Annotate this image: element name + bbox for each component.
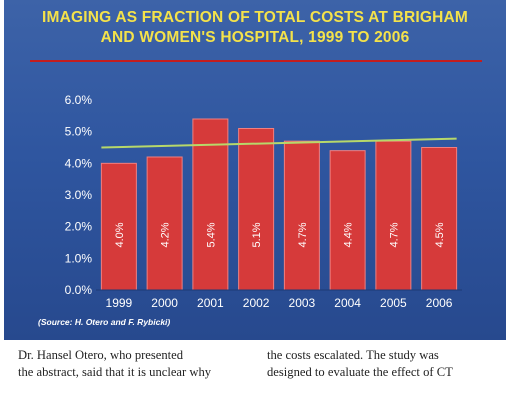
bar-value-label: 4.5% [434, 222, 446, 247]
chart-title-line-2: AND WOMEN'S HOSPITAL, 1999 TO 2006 [100, 29, 410, 46]
article-column-right: the costs escalated. The study was desig… [267, 347, 499, 381]
article-text: Dr. Hansel Otero, who presented the abst… [0, 347, 510, 400]
chart-slide: IMAGING AS FRACTION OF TOTAL COSTS AT BR… [4, 0, 506, 340]
x-tick-label: 2005 [380, 296, 407, 310]
x-tick-label: 1999 [106, 296, 133, 310]
bar [375, 140, 412, 291]
x-tick-label: 2001 [197, 296, 224, 310]
y-tick-label: 0.0% [65, 283, 93, 297]
bar-value-label: 4.0% [114, 222, 126, 247]
trend-line [101, 137, 457, 149]
bar [100, 162, 137, 291]
bar [329, 150, 366, 291]
y-tick-label: 1.0% [65, 251, 93, 265]
bar-value-label: 5.1% [251, 222, 263, 247]
bar-value-label: 4.7% [297, 222, 309, 247]
bar-value-label: 5.4% [205, 222, 217, 247]
y-tick-label: 6.0% [65, 93, 93, 107]
article-line: designed to evaluate the effect of CT [267, 365, 453, 379]
bar [421, 147, 458, 291]
bar-chart: 0.0% 1.0% 2.0% 3.0% 4.0% 5.0% 6.0% 4.0% 1999 4.2%… [65, 93, 462, 310]
y-tick-label: 3.0% [65, 188, 93, 202]
chart-title-line-1: IMAGING AS FRACTION OF TOTAL COSTS AT BR… [41, 9, 469, 26]
bar [283, 140, 320, 291]
chart-title: IMAGING AS FRACTION OF TOTAL COSTS AT BR… [4, 8, 506, 48]
x-tick-label: 2003 [289, 296, 316, 310]
article-line: the costs escalated. The study was [267, 348, 439, 362]
y-tick-label: 5.0% [65, 125, 93, 139]
bar-value-label: 4.2% [160, 222, 172, 247]
article-column-left: Dr. Hansel Otero, who presented the abst… [18, 347, 250, 381]
bar [146, 156, 183, 291]
x-tick-label: 2000 [151, 296, 178, 310]
x-tick-label: 2004 [334, 296, 361, 310]
y-tick-label: 4.0% [65, 156, 93, 170]
article-line: Dr. Hansel Otero, who presented [18, 348, 184, 362]
bar-value-label: 4.7% [388, 222, 400, 247]
article-line: the abstract, said that it is unclear wh… [18, 365, 212, 379]
y-tick-label: 2.0% [65, 220, 93, 234]
title-divider [30, 60, 482, 62]
bar-value-label: 4.4% [343, 222, 355, 247]
chart-source: (Source: H. Otero and F. Rybicki) [38, 317, 171, 327]
x-tick-label: 2006 [426, 296, 453, 310]
x-tick-label: 2002 [243, 296, 270, 310]
bar [238, 128, 275, 291]
